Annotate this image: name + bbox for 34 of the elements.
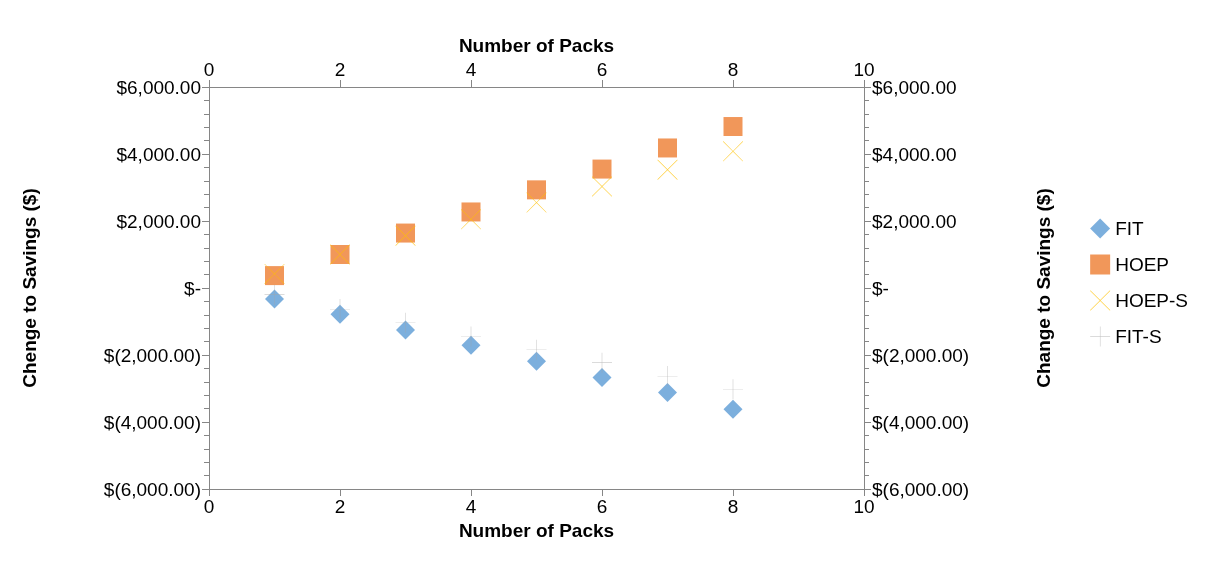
x-tick-label: 0 [203, 496, 215, 517]
y-axis-title: Chenge to Savings ($) [19, 188, 40, 388]
y-tick-label: $6,000.00 [116, 76, 201, 98]
x-tick-label: 6 [596, 496, 608, 517]
y2-tick-label: $4,000.00 [872, 143, 957, 165]
y2-tick-label: $(2,000.00) [872, 344, 970, 366]
x-tick-label: 2 [334, 496, 346, 517]
y2-axis-title: Change to Savings ($) [1033, 188, 1054, 388]
x-tick-label: 8 [727, 496, 739, 517]
y-tick-label: $- [184, 277, 201, 299]
legend-label: FIT [1115, 218, 1145, 239]
y-tick-label: $(6,000.00) [103, 478, 201, 500]
legend-label: HOEP-S [1115, 290, 1189, 311]
y2-tick-label: $(4,000.00) [872, 411, 970, 433]
x-axis-title: Number of Packs [458, 519, 615, 541]
x-tick-label: 10 [853, 496, 875, 517]
y-tick-label: $(2,000.00) [103, 344, 201, 366]
x2-tick-label: 0 [203, 59, 215, 80]
y2-tick-label: $- [872, 277, 889, 299]
y2-tick-label: $2,000.00 [872, 210, 957, 232]
y2-tick-label: $6,000.00 [872, 76, 957, 98]
y-tick-label: $2,000.00 [116, 210, 201, 232]
y2-tick-label: $(6,000.00) [872, 478, 970, 500]
x2-tick-label: 6 [596, 59, 608, 80]
y-tick-label: $(4,000.00) [103, 411, 201, 433]
x2-tick-label: 2 [334, 59, 346, 80]
legend-label: HOEP [1115, 254, 1170, 275]
x2-tick-label: 8 [727, 59, 739, 80]
x2-tick-label: 10 [853, 59, 875, 80]
x2-tick-label: 4 [465, 59, 477, 80]
legend-label: FIT-S [1115, 326, 1162, 347]
x-tick-label: 4 [465, 496, 477, 517]
x2-axis-title: Number of Packs [458, 35, 615, 57]
y-tick-label: $4,000.00 [116, 143, 201, 165]
